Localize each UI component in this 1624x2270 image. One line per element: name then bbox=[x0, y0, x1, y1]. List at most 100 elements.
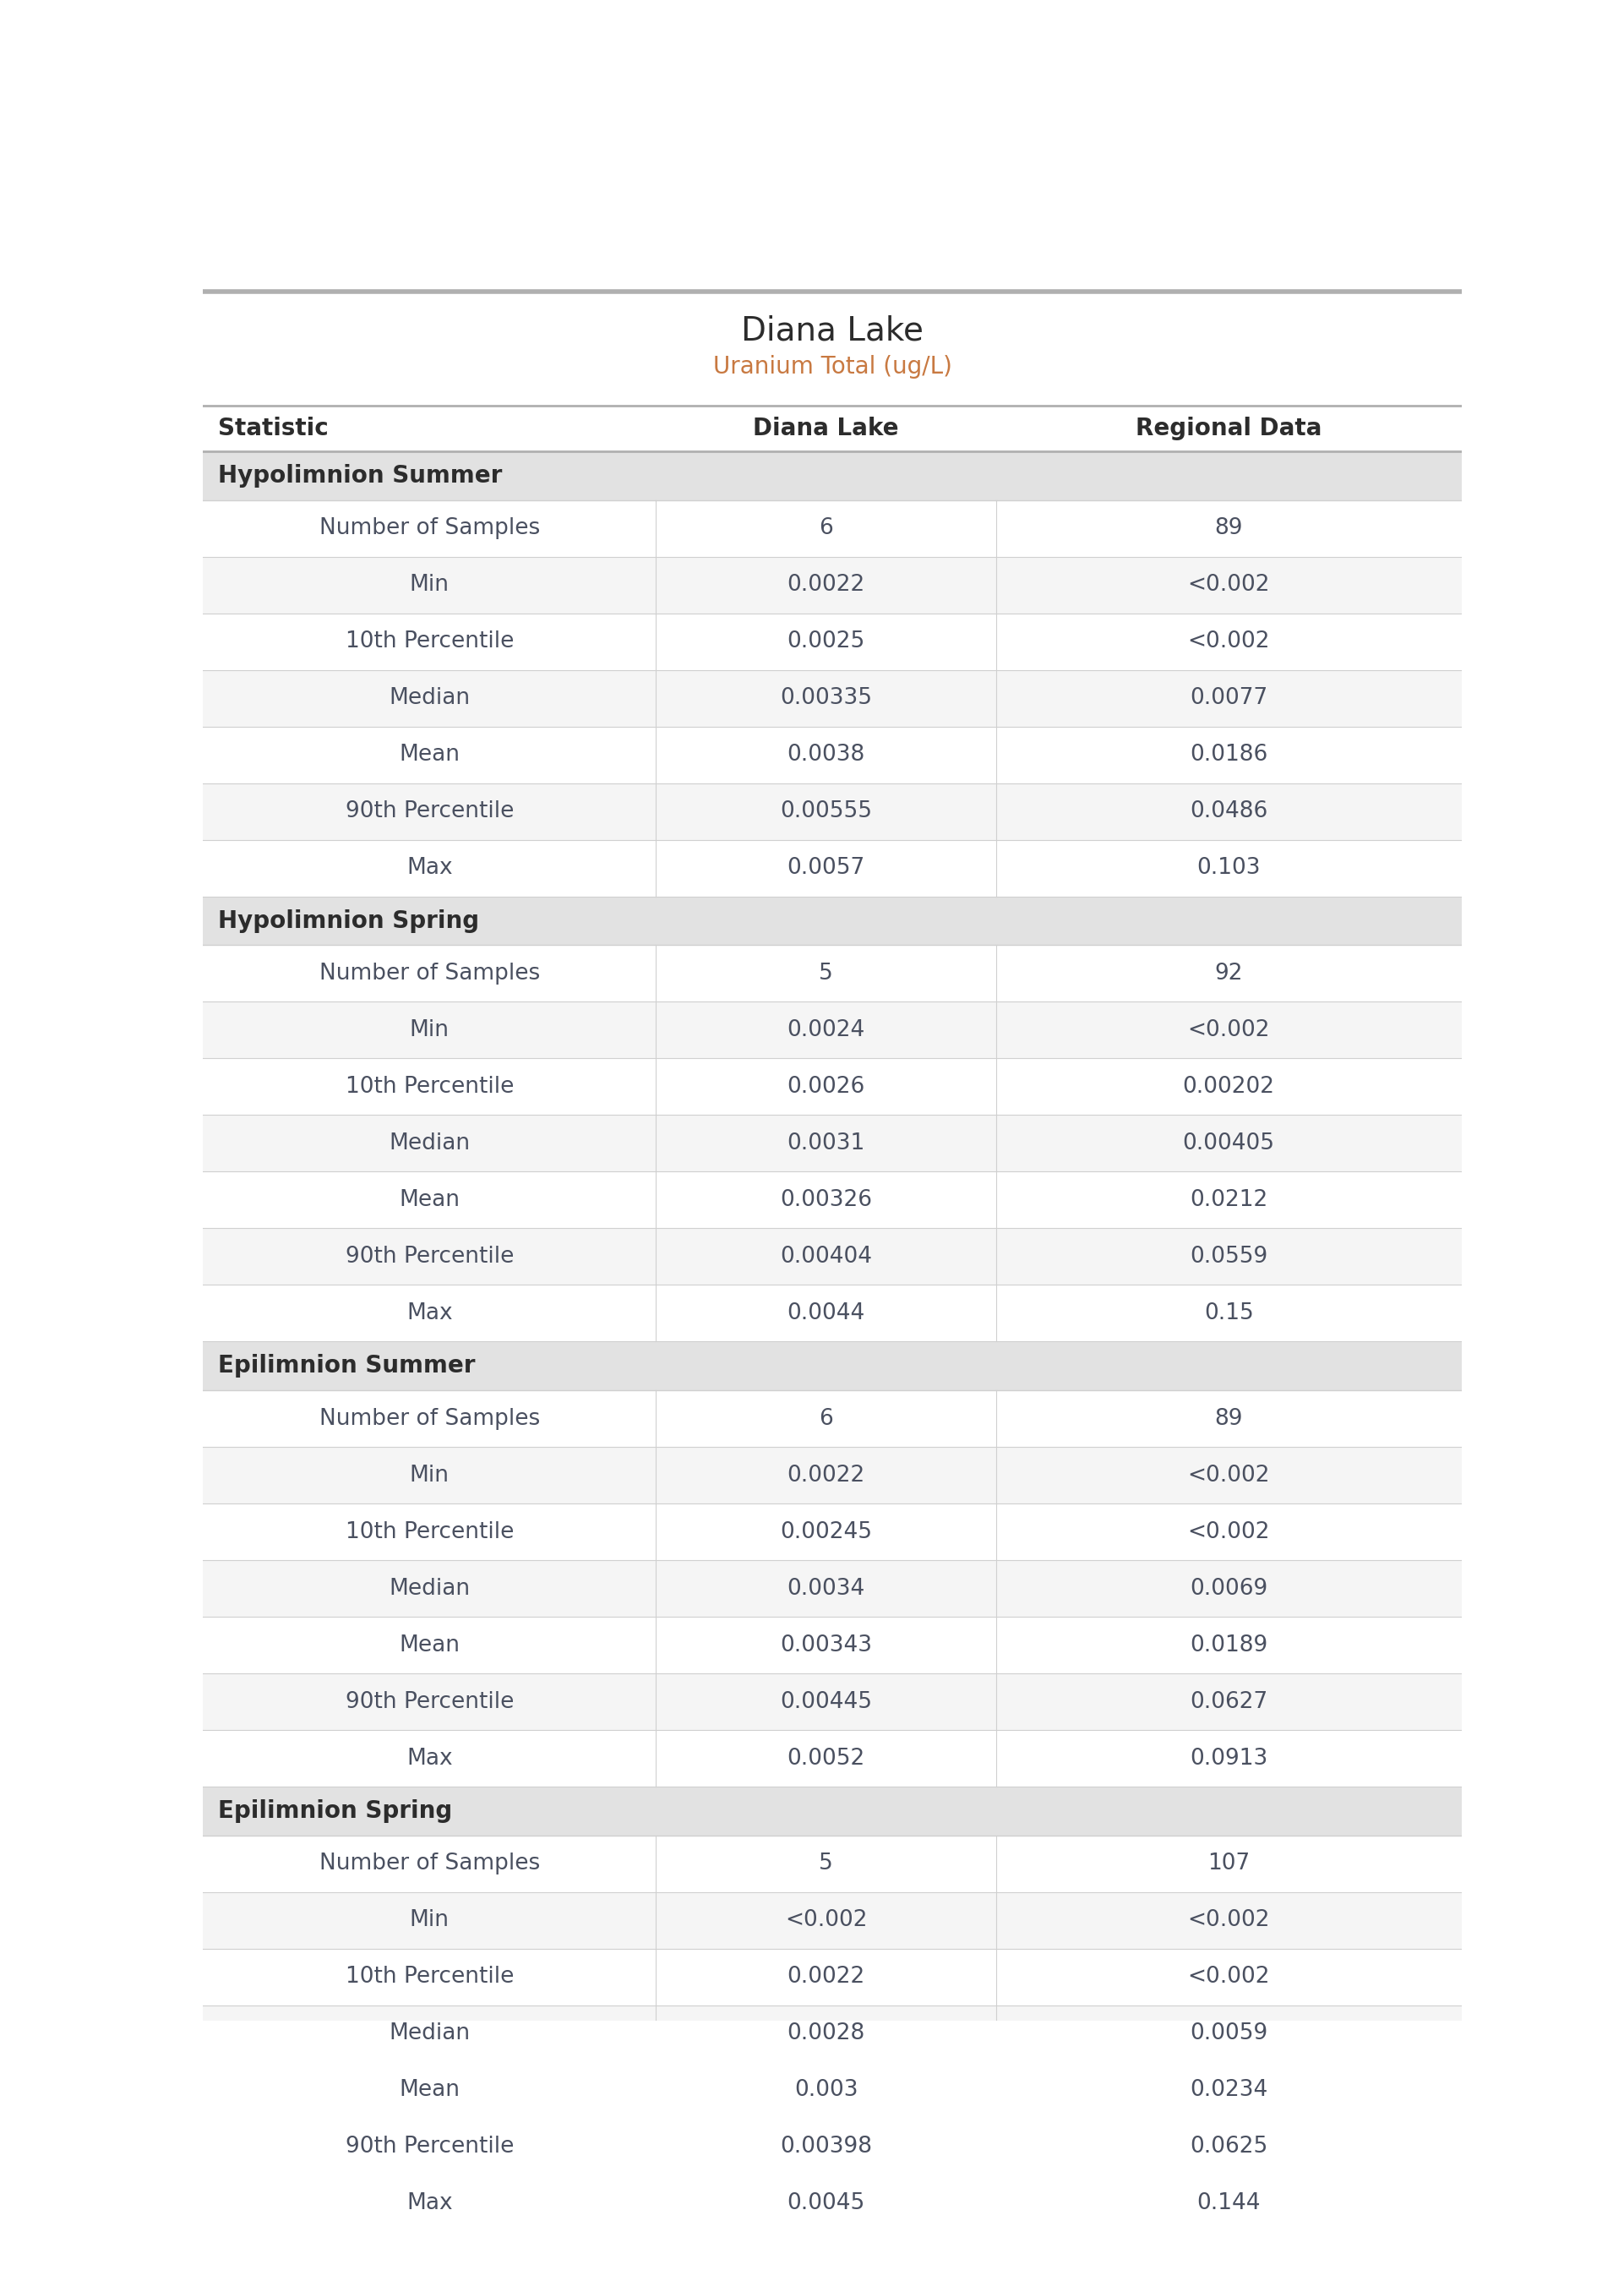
Bar bbox=[203, 1673, 1462, 1730]
Bar bbox=[203, 2175, 1462, 2231]
Text: 0.0024: 0.0024 bbox=[788, 1019, 866, 1042]
Text: Min: Min bbox=[409, 1464, 450, 1487]
Bar bbox=[203, 2004, 1462, 2061]
Bar bbox=[203, 670, 1462, 726]
Text: 0.0044: 0.0044 bbox=[788, 1303, 866, 1323]
Text: 0.103: 0.103 bbox=[1197, 858, 1260, 878]
Text: Median: Median bbox=[388, 688, 471, 708]
Text: 0.0022: 0.0022 bbox=[788, 574, 866, 597]
Text: 0.00335: 0.00335 bbox=[780, 688, 872, 708]
Text: Max: Max bbox=[406, 858, 453, 878]
Text: 5: 5 bbox=[818, 962, 833, 985]
Bar bbox=[203, 1616, 1462, 1673]
Text: 0.0052: 0.0052 bbox=[788, 1748, 866, 1768]
Text: 0.0189: 0.0189 bbox=[1190, 1634, 1268, 1657]
Text: 89: 89 bbox=[1215, 1407, 1242, 1430]
Text: 0.00445: 0.00445 bbox=[780, 1691, 872, 1714]
Text: 0.00404: 0.00404 bbox=[780, 1246, 872, 1267]
Text: 0.0069: 0.0069 bbox=[1190, 1578, 1268, 1600]
Text: 107: 107 bbox=[1208, 1852, 1250, 1875]
Text: <0.002: <0.002 bbox=[1187, 1521, 1270, 1544]
Text: 10th Percentile: 10th Percentile bbox=[346, 1076, 513, 1099]
Bar bbox=[203, 1836, 1462, 1893]
Text: 10th Percentile: 10th Percentile bbox=[346, 1966, 513, 1989]
Text: Mean: Mean bbox=[400, 1634, 460, 1657]
Bar bbox=[203, 840, 1462, 897]
Text: Number of Samples: Number of Samples bbox=[320, 1407, 539, 1430]
Text: Mean: Mean bbox=[400, 1189, 460, 1210]
Bar bbox=[203, 1342, 1462, 1392]
Text: 0.00343: 0.00343 bbox=[780, 1634, 872, 1657]
Text: Max: Max bbox=[406, 1303, 453, 1323]
Bar bbox=[203, 1559, 1462, 1616]
Text: <0.002: <0.002 bbox=[1187, 1966, 1270, 1989]
Bar bbox=[203, 1786, 1462, 1836]
Text: 90th Percentile: 90th Percentile bbox=[346, 1246, 513, 1267]
Text: Max: Max bbox=[406, 1748, 453, 1768]
Text: 90th Percentile: 90th Percentile bbox=[346, 2136, 513, 2159]
Text: 0.0026: 0.0026 bbox=[788, 1076, 866, 1099]
Bar bbox=[203, 1446, 1462, 1503]
Text: 5: 5 bbox=[818, 1852, 833, 1875]
Bar bbox=[203, 1893, 1462, 1948]
Bar bbox=[203, 452, 1462, 499]
Text: Min: Min bbox=[409, 1909, 450, 1932]
Text: 90th Percentile: 90th Percentile bbox=[346, 1691, 513, 1714]
Bar bbox=[203, 783, 1462, 840]
Text: <0.002: <0.002 bbox=[1187, 574, 1270, 597]
Text: Epilimnion Summer: Epilimnion Summer bbox=[218, 1355, 476, 1378]
Text: Uranium Total (ug/L): Uranium Total (ug/L) bbox=[713, 354, 952, 379]
Bar bbox=[203, 1948, 1462, 2004]
Text: Diana Lake: Diana Lake bbox=[754, 418, 900, 440]
Bar bbox=[203, 1115, 1462, 1171]
Text: Min: Min bbox=[409, 574, 450, 597]
Bar bbox=[203, 1001, 1462, 1058]
Text: <0.002: <0.002 bbox=[1187, 1464, 1270, 1487]
Text: 0.0057: 0.0057 bbox=[788, 858, 866, 878]
Text: 0.0031: 0.0031 bbox=[788, 1133, 866, 1155]
Text: Median: Median bbox=[388, 1133, 471, 1155]
Bar bbox=[203, 1228, 1462, 1285]
Text: 6: 6 bbox=[818, 1407, 833, 1430]
Text: 0.0022: 0.0022 bbox=[788, 1464, 866, 1487]
Text: Max: Max bbox=[406, 2193, 453, 2216]
Text: 0.00245: 0.00245 bbox=[780, 1521, 872, 1544]
Text: <0.002: <0.002 bbox=[1187, 631, 1270, 654]
Text: 0.00405: 0.00405 bbox=[1182, 1133, 1275, 1155]
Bar bbox=[203, 1285, 1462, 1342]
Text: 0.0234: 0.0234 bbox=[1190, 2079, 1268, 2102]
Text: 0.00326: 0.00326 bbox=[780, 1189, 872, 1210]
Bar bbox=[203, 1503, 1462, 1559]
Text: 0.0486: 0.0486 bbox=[1190, 801, 1268, 822]
Text: 0.0212: 0.0212 bbox=[1190, 1189, 1268, 1210]
Text: Min: Min bbox=[409, 1019, 450, 1042]
Text: 0.0045: 0.0045 bbox=[788, 2193, 866, 2216]
Text: Mean: Mean bbox=[400, 745, 460, 765]
Text: 0.0077: 0.0077 bbox=[1190, 688, 1268, 708]
Text: <0.002: <0.002 bbox=[1187, 1909, 1270, 1932]
Text: 92: 92 bbox=[1215, 962, 1242, 985]
Bar bbox=[203, 1392, 1462, 1446]
Text: Median: Median bbox=[388, 1578, 471, 1600]
Bar bbox=[203, 2118, 1462, 2175]
Text: Number of Samples: Number of Samples bbox=[320, 518, 539, 540]
Text: 10th Percentile: 10th Percentile bbox=[346, 631, 513, 654]
Text: 0.0038: 0.0038 bbox=[788, 745, 866, 765]
Text: 0.0025: 0.0025 bbox=[788, 631, 866, 654]
Text: Epilimnion Spring: Epilimnion Spring bbox=[218, 1800, 453, 1823]
Bar bbox=[203, 2061, 1462, 2118]
Bar bbox=[203, 897, 1462, 944]
Text: 0.0028: 0.0028 bbox=[788, 2023, 866, 2045]
Bar bbox=[203, 1058, 1462, 1115]
Text: 0.0186: 0.0186 bbox=[1190, 745, 1268, 765]
Text: 0.00555: 0.00555 bbox=[780, 801, 872, 822]
Text: Hypolimnion Summer: Hypolimnion Summer bbox=[218, 463, 502, 488]
Bar bbox=[203, 613, 1462, 670]
Text: 0.0034: 0.0034 bbox=[788, 1578, 866, 1600]
Text: 0.0913: 0.0913 bbox=[1190, 1748, 1268, 1768]
Text: Statistic: Statistic bbox=[218, 418, 328, 440]
Text: Hypolimnion Spring: Hypolimnion Spring bbox=[218, 908, 479, 933]
Text: 0.0059: 0.0059 bbox=[1190, 2023, 1268, 2045]
Text: 0.0022: 0.0022 bbox=[788, 1966, 866, 1989]
Bar bbox=[203, 499, 1462, 556]
